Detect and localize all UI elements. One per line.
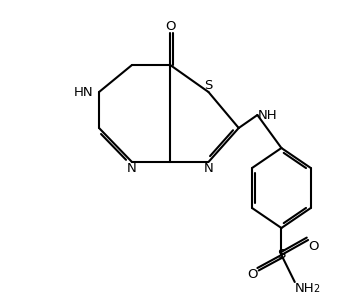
Text: O: O bbox=[247, 268, 257, 281]
Text: S: S bbox=[204, 79, 213, 92]
Text: 2: 2 bbox=[314, 284, 320, 293]
Text: O: O bbox=[308, 240, 319, 253]
Text: O: O bbox=[165, 20, 175, 33]
Text: NH: NH bbox=[257, 109, 277, 121]
Text: N: N bbox=[127, 162, 137, 175]
Text: NH: NH bbox=[295, 282, 314, 295]
Text: HN: HN bbox=[74, 85, 94, 99]
Text: N: N bbox=[204, 162, 213, 175]
Text: S: S bbox=[277, 248, 286, 262]
